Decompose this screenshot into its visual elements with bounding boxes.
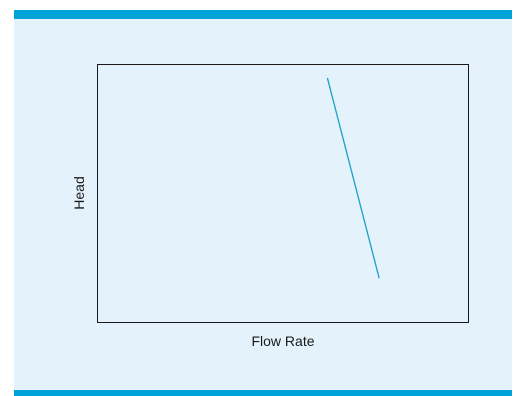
- bottom-accent-band: [14, 390, 512, 396]
- x-axis-label: Flow Rate: [251, 333, 314, 349]
- y-axis-label: Head: [71, 176, 87, 209]
- top-accent-band: [14, 10, 512, 19]
- series-layer: [326, 77, 380, 279]
- series-line-1: [326, 77, 380, 279]
- plot-area-frame: [97, 64, 469, 323]
